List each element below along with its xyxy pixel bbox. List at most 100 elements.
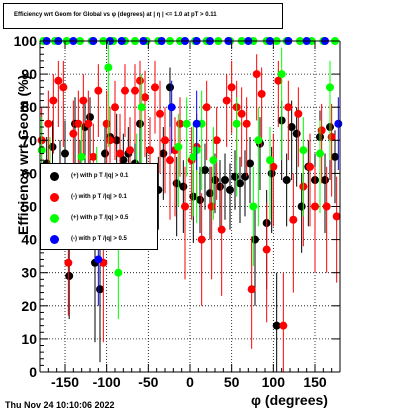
data-point xyxy=(49,96,58,105)
y-tick-label: 60 xyxy=(21,165,37,181)
data-point xyxy=(292,129,301,138)
y-tick-label: 10 xyxy=(21,331,37,347)
legend-label: (-) with p T /|q| > 0.1 xyxy=(71,194,127,200)
data-point xyxy=(246,159,254,168)
data-point xyxy=(94,255,103,264)
data-point xyxy=(156,109,164,118)
y-tick-label: 80 xyxy=(21,99,37,115)
data-point xyxy=(294,109,303,118)
y-tick-label: 30 xyxy=(21,265,37,281)
data-point xyxy=(262,245,271,254)
data-point xyxy=(334,119,343,128)
data-point xyxy=(311,202,319,211)
data-point xyxy=(161,136,169,145)
data-point xyxy=(257,89,266,98)
data-point xyxy=(247,285,256,294)
data-point xyxy=(166,83,174,92)
legend-marker-blue-icon xyxy=(50,235,59,244)
data-point xyxy=(114,268,123,277)
legend-item-minus-01: (-) with p T /|q| > 0.1 xyxy=(41,190,157,204)
data-point xyxy=(84,119,93,128)
data-point xyxy=(201,166,209,175)
data-point xyxy=(327,132,336,141)
legend-label: (-) with p T /|q| > 0.5 xyxy=(71,236,127,242)
x-tick-label: -150 xyxy=(51,374,79,390)
data-point xyxy=(79,96,88,105)
data-point xyxy=(326,83,334,92)
data-point xyxy=(141,93,149,102)
data-point xyxy=(241,172,249,181)
data-point xyxy=(317,126,326,135)
data-point xyxy=(101,149,109,158)
data-point xyxy=(249,202,258,211)
y-tick-label: 0 xyxy=(29,364,37,380)
legend-marker-black-icon xyxy=(50,172,59,181)
data-point xyxy=(94,86,103,95)
y-tick-label: 90 xyxy=(21,66,37,82)
data-point xyxy=(69,129,78,138)
data-point xyxy=(221,176,229,185)
data-point xyxy=(121,86,129,95)
data-point xyxy=(282,176,291,185)
data-point xyxy=(277,70,286,79)
data-point xyxy=(207,202,216,211)
data-point xyxy=(237,109,246,118)
data-point xyxy=(146,146,154,155)
x-tick-label: 100 xyxy=(262,374,286,390)
data-point xyxy=(289,215,298,224)
data-point xyxy=(137,103,146,112)
data-point xyxy=(166,156,174,165)
x-tick-label: -50 xyxy=(138,374,158,390)
y-tick-label: 100 xyxy=(14,33,38,49)
legend-item-plus-05: (+) with p T /|q| > 0.5 xyxy=(41,211,157,225)
data-point xyxy=(174,142,183,151)
legend-item-plus-01: (+) with p T /|q| > 0.1 xyxy=(41,169,157,183)
data-point xyxy=(252,70,261,79)
data-point xyxy=(136,76,144,85)
data-point xyxy=(119,156,128,165)
data-point xyxy=(64,258,73,267)
legend-item-minus-05: (-) with p T /|q| > 0.5 xyxy=(41,232,157,246)
data-point xyxy=(77,152,86,161)
y-tick-label: 70 xyxy=(21,132,37,148)
chart-title-box: Efficiency wrt Geom for Global vs φ (deg… xyxy=(3,3,283,29)
data-point xyxy=(331,152,339,161)
data-point xyxy=(269,162,278,171)
data-point xyxy=(65,272,74,281)
x-tick-label: 0 xyxy=(186,374,194,390)
data-point xyxy=(111,103,119,112)
data-point xyxy=(182,119,191,128)
data-point xyxy=(181,202,189,211)
series-layer xyxy=(37,37,343,372)
data-point xyxy=(151,83,159,92)
data-point xyxy=(116,149,124,158)
data-point xyxy=(251,235,259,244)
data-point xyxy=(211,176,219,185)
data-point xyxy=(266,156,274,165)
data-point xyxy=(74,119,83,128)
data-point xyxy=(321,176,329,185)
data-point xyxy=(104,63,113,72)
data-point xyxy=(197,235,206,244)
data-point xyxy=(279,321,288,330)
data-point xyxy=(299,146,308,155)
legend-label: (+) with p T /|q| > 0.5 xyxy=(71,215,129,221)
data-point xyxy=(167,103,176,112)
data-point xyxy=(306,162,314,171)
x-axis-label: φ (degrees) xyxy=(251,392,328,408)
data-point xyxy=(44,119,53,128)
chart-title: Efficiency wrt Geom for Global vs φ (deg… xyxy=(14,12,217,18)
axes-layer: 0 10 20 30 40 50 60 70 80 90 100 -150 -100 -50 0 50 100 1… xyxy=(14,33,341,390)
data-point xyxy=(222,96,231,105)
y-tick-label: 20 xyxy=(21,298,37,314)
y-tick-label: 50 xyxy=(21,199,37,215)
data-point xyxy=(322,202,331,211)
data-point xyxy=(61,149,69,158)
data-point xyxy=(209,156,218,165)
y-tick-label: 40 xyxy=(21,232,37,248)
data-point xyxy=(274,76,283,85)
data-point xyxy=(272,321,281,330)
data-point xyxy=(59,83,68,92)
data-point xyxy=(206,189,214,198)
